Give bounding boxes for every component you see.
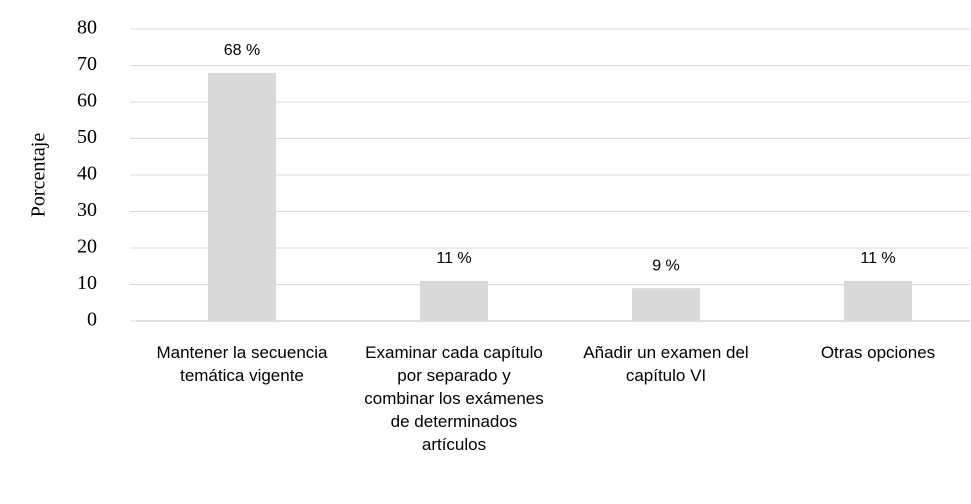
y-tick-label: 70 [77, 53, 97, 75]
x-tick-label: Mantener la secuencia temática vigente [156, 343, 328, 385]
bar [420, 280, 488, 321]
data-label: 11 % [436, 250, 471, 267]
data-label: 68 % [224, 42, 260, 59]
x-tick-label: Otras opciones [820, 343, 936, 362]
y-tick-label: 40 [77, 163, 97, 185]
y-tick-label: 0 [87, 309, 97, 331]
y-tick-label: 50 [77, 126, 97, 148]
y-tick-label: 30 [77, 199, 97, 221]
y-tick-label: 20 [77, 236, 97, 258]
y-tick-label: 80 [77, 17, 97, 39]
y-tick-label: 10 [77, 272, 97, 294]
y-tick-label: 60 [77, 90, 97, 112]
x-tick-label: Examinar cada capítulo por separado y co… [364, 343, 544, 454]
x-tick-label: Añadir un examen del capítulo VI [583, 343, 749, 385]
bar [632, 288, 700, 321]
y-axis-label: Porcentaje [28, 133, 50, 218]
data-label: 11 % [860, 250, 895, 267]
bar [844, 280, 912, 321]
data-label: 9 % [652, 257, 680, 274]
bar [208, 72, 276, 321]
